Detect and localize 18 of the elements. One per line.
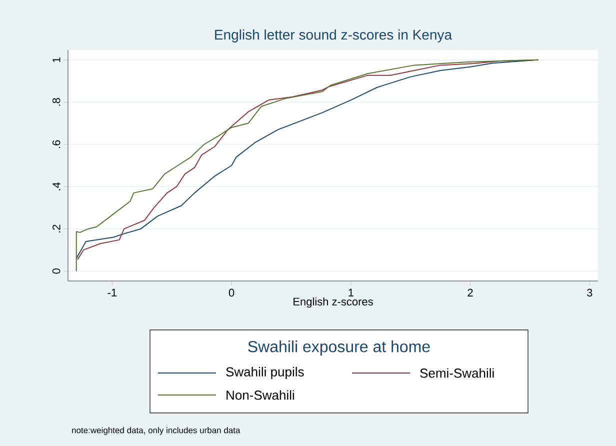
x-axis-title: English z-scores [294,297,373,308]
x-tick-label: 3 [587,288,592,297]
y-tick-label: 0 [52,268,60,274]
text: note:weighted data, only includes urban data [72,427,240,435]
legend-label: Semi-Swahili [420,368,494,378]
legend-label: Non-Swahili [226,390,294,400]
y-tick-label: .4 [52,182,60,190]
x-tick-label: 1 [348,288,354,296]
y-tick-label: .8 [52,98,60,106]
chart-title: English letter sound z-scores in Kenya [215,29,452,42]
legend-label: Swahili pupils [226,366,304,380]
legend-title: Swahili exposure at home [248,340,430,356]
y-tick-label: .6 [52,140,60,148]
x-tick-label: 2 [468,288,473,296]
x-tick-label: 0 [228,288,234,297]
x-tick-label: -1 [108,288,117,296]
y-tick-label: .2 [52,224,60,232]
y-tick-label: 1 [52,57,60,62]
